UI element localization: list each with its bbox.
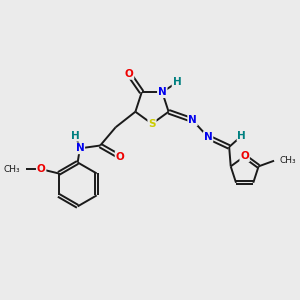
Text: CH₃: CH₃	[4, 165, 21, 174]
Text: O: O	[125, 69, 134, 79]
Text: N: N	[204, 132, 212, 142]
Text: S: S	[148, 119, 156, 129]
Text: H: H	[238, 131, 246, 141]
Text: N: N	[158, 87, 167, 97]
Text: H: H	[172, 77, 181, 87]
Text: CH₃: CH₃	[279, 156, 296, 165]
Text: N: N	[188, 115, 197, 125]
Text: O: O	[37, 164, 46, 174]
Text: O: O	[240, 151, 249, 161]
Text: H: H	[71, 131, 80, 141]
Text: O: O	[116, 152, 124, 162]
Text: N: N	[76, 143, 84, 153]
